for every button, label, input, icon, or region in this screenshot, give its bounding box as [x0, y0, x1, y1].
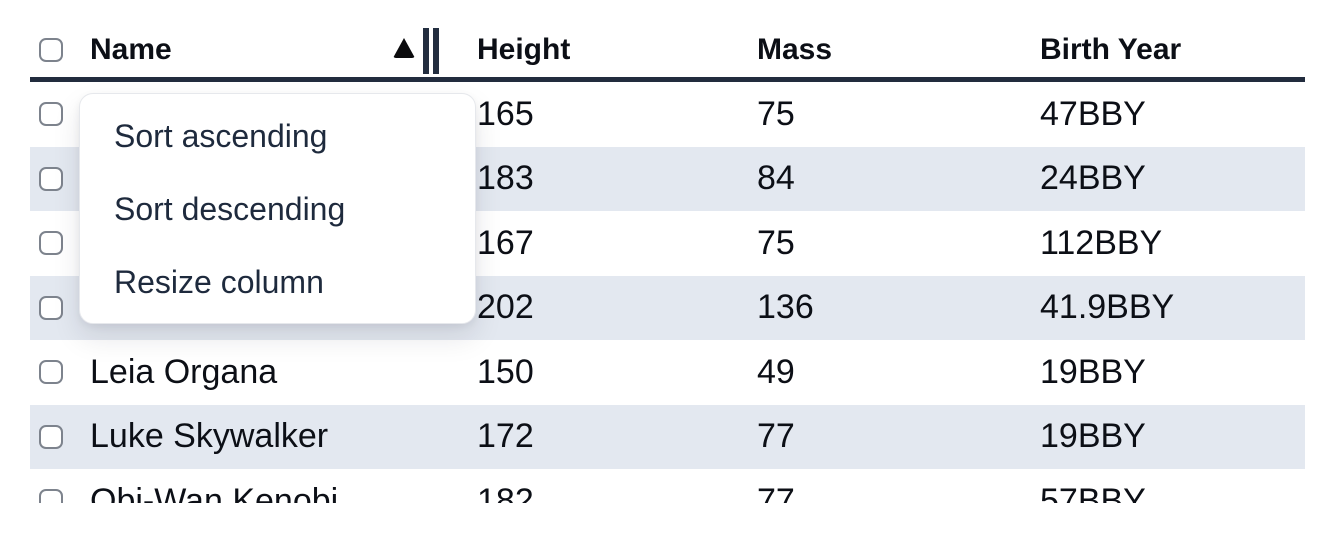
menu-item-sort-ascending[interactable]: Sort ascending — [80, 100, 475, 173]
cell-birth-year: 41.9BBY — [1040, 288, 1175, 327]
row-checkbox[interactable] — [39, 360, 63, 385]
column-header-mass[interactable]: Mass — [757, 33, 1040, 67]
row-checkbox[interactable] — [39, 166, 63, 191]
menu-item-label: Sort ascending — [114, 118, 328, 154]
menu-item-resize-column[interactable]: Resize column — [80, 246, 475, 319]
menu-item-label: Resize column — [114, 264, 324, 300]
cell-height: 165 — [477, 94, 534, 133]
cell-mass: 84 — [757, 159, 795, 198]
cell-name: Luke Skywalker — [90, 417, 329, 456]
cell-name: Obi-Wan Kenobi — [90, 481, 339, 503]
table-row[interactable]: 167 75 112BBY — [30, 211, 1305, 276]
row-checkbox-cell — [30, 166, 90, 191]
row-checkbox[interactable] — [39, 489, 63, 503]
column-header-birth-year[interactable]: Birth Year — [1040, 33, 1305, 67]
table-body: 165 75 47BBY 183 84 24BBY 167 75 112BBY … — [30, 82, 1305, 503]
row-checkbox-cell — [30, 102, 90, 127]
cell-mass: 49 — [757, 352, 795, 391]
cell-mass: 136 — [757, 288, 814, 327]
column-menu: Sort ascending Sort descending Resize co… — [79, 93, 476, 324]
table-row[interactable]: Luke Skywalker 172 77 19BBY — [30, 404, 1305, 469]
cell-mass: 77 — [757, 481, 795, 503]
cell-birth-year: 47BBY — [1040, 94, 1146, 133]
cell-mass: 77 — [757, 417, 795, 456]
cell-birth-year: 19BBY — [1040, 352, 1146, 391]
row-checkbox[interactable] — [39, 231, 63, 256]
column-resize-handle[interactable] — [423, 28, 439, 74]
header-checkbox-cell — [30, 37, 90, 62]
cell-birth-year: 24BBY — [1040, 159, 1146, 198]
column-header-birth-year-label: Birth Year — [1040, 32, 1182, 66]
column-header-name-label: Name — [90, 32, 172, 66]
row-checkbox-cell — [30, 295, 90, 320]
column-header-name[interactable]: Name — [90, 33, 477, 67]
row-checkbox-cell — [30, 489, 90, 503]
menu-item-sort-descending[interactable]: Sort descending — [80, 173, 475, 246]
row-checkbox-cell — [30, 360, 90, 385]
sort-ascending-icon — [393, 38, 415, 58]
characters-table: Name Height Mass Birth Year 165 75 47BBY… — [30, 0, 1305, 503]
cell-birth-year: 57BBY — [1040, 481, 1146, 503]
select-all-checkbox[interactable] — [39, 37, 63, 62]
cell-height: 172 — [477, 417, 534, 456]
row-checkbox-cell — [30, 424, 90, 449]
cell-height: 150 — [477, 352, 534, 391]
cell-birth-year: 19BBY — [1040, 417, 1146, 456]
cell-mass: 75 — [757, 94, 795, 133]
cell-mass: 75 — [757, 223, 795, 262]
column-header-mass-label: Mass — [757, 32, 833, 66]
cell-height: 167 — [477, 223, 534, 262]
table-row[interactable]: Obi-Wan Kenobi 182 77 57BBY — [30, 469, 1305, 503]
column-header-height-label: Height — [477, 32, 571, 66]
table-row[interactable]: 165 75 47BBY — [30, 82, 1305, 147]
row-checkbox[interactable] — [39, 295, 63, 320]
column-header-height[interactable]: Height — [477, 33, 757, 67]
cell-name: Leia Organa — [90, 352, 278, 391]
row-checkbox-cell — [30, 231, 90, 256]
cell-height: 183 — [477, 159, 534, 198]
cell-birth-year: 112BBY — [1040, 223, 1163, 262]
row-checkbox[interactable] — [39, 102, 63, 127]
cell-height: 202 — [477, 288, 534, 327]
table-header-row: Name Height Mass Birth Year — [30, 0, 1305, 82]
cell-height: 182 — [477, 481, 534, 503]
menu-item-label: Sort descending — [114, 191, 346, 227]
row-checkbox[interactable] — [39, 424, 63, 449]
table-row[interactable]: Leia Organa 150 49 19BBY — [30, 340, 1305, 405]
